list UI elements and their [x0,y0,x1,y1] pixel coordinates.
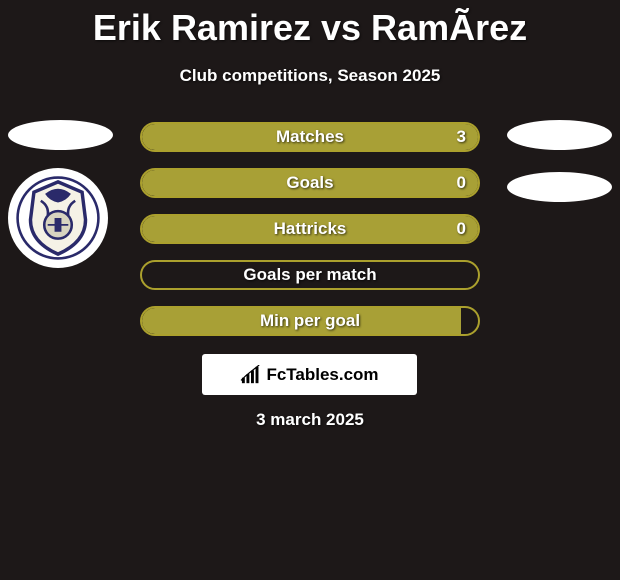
left-player-column [8,120,113,268]
stat-bar-value: 3 [457,124,466,150]
player-photo-left [8,120,113,150]
stat-bar-label: Goals per match [142,262,478,288]
stat-bar: Goals per match [140,260,480,290]
player-photo-right [507,120,612,150]
stat-bar: Goals0 [140,168,480,198]
brand-label: FcTables.com [266,365,378,385]
stat-bar: Min per goal [140,306,480,336]
right-player-column [507,120,612,224]
stat-bar: Hattricks0 [140,214,480,244]
stat-bar-value: 0 [457,216,466,242]
stat-bar-value: 0 [457,170,466,196]
brand-badge[interactable]: FcTables.com [202,354,417,395]
stat-bar-label: Min per goal [142,308,478,334]
club-logo-left [8,168,108,268]
stat-bar-label: Hattricks [142,216,478,242]
subtitle: Club competitions, Season 2025 [0,66,620,86]
bar-chart-icon [240,365,262,385]
club-crest-icon [15,175,101,261]
page-title: Erik Ramirez vs RamÃ­rez [0,0,620,48]
club-logo-right-placeholder [507,172,612,202]
date-label: 3 march 2025 [0,410,620,430]
stat-bar-label: Matches [142,124,478,150]
stats-bars: Matches3Goals0Hattricks0Goals per matchM… [140,122,480,352]
stat-bar: Matches3 [140,122,480,152]
stat-bar-label: Goals [142,170,478,196]
